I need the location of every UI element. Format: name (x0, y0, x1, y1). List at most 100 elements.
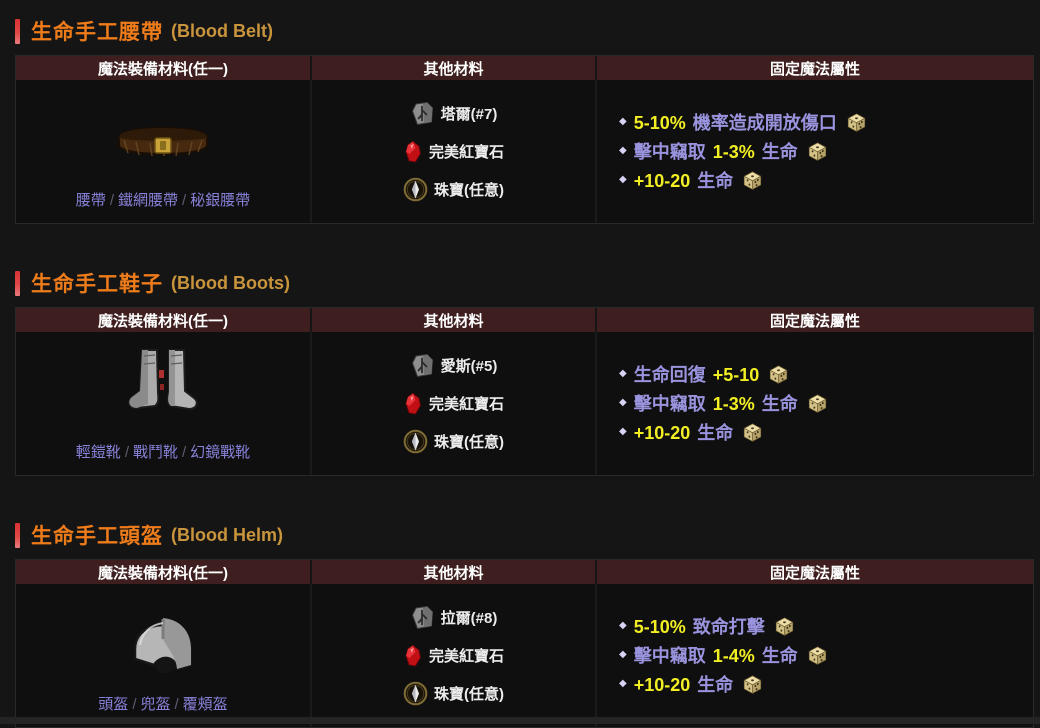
table-body-row: 腰帶 / 鐵網腰帶 / 秘銀腰帶 塔爾(#7) 完美紅寶石 珠寶(任意) ◆ 5-10% 機率造… (16, 80, 1033, 223)
material-row: 珠寶(任意) (403, 177, 504, 202)
property-segment: 擊中竊取 (633, 645, 706, 666)
materials-list: 拉爾(#8) 完美紅寶石 珠寶(任意) (310, 584, 595, 727)
base-item-links: 腰帶 / 鐵網腰帶 / 秘銀腰帶 (76, 189, 250, 210)
section-header: 生命手工頭盔 (Blood Helm) (15, 520, 1040, 550)
helm-image (133, 617, 193, 673)
recipe-table: 魔法裝備材料(任一) 其他材料 固定魔法屬性 腰帶 / 鐵網腰帶 / 秘銀腰帶 塔爾(#… (15, 55, 1034, 224)
section-title: 生命手工頭盔 (31, 525, 163, 548)
ruby-icon (405, 644, 422, 667)
property-row: ◆ +10-20 生命 (619, 420, 827, 446)
property-segment: 機率造成開放傷口 (692, 112, 837, 133)
base-item-link[interactable]: 幻鏡戰靴 (190, 444, 251, 461)
separator: / (124, 444, 129, 461)
boots-image (128, 348, 198, 410)
properties-list: ◆ 生命回復 +5-10 ◆ 擊中竊取 1-3% 生命 ◆ +10-20 生命 (597, 362, 827, 446)
table-header-row: 魔法裝備材料(任一) 其他材料 固定魔法屬性 (16, 308, 1033, 332)
base-item-links: 輕鎧靴 / 戰鬥靴 / 幻鏡戰靴 (76, 441, 250, 462)
column-header-magic-materials: 魔法裝備材料(任一) (98, 60, 228, 78)
affixes-cell: ◆ 5-10% 致命打擊 ◆ 擊中竊取 1-4% 生命 ◆ +10-20 生命 (595, 584, 1033, 727)
section-header: 生命手工鞋子 (Blood Boots) (15, 268, 1040, 298)
base-item-link[interactable]: 鐵網腰帶 (117, 192, 178, 209)
rune-icon (411, 606, 433, 630)
section-title: 生命手工腰帶 (31, 21, 163, 44)
material-label: 完美紅寶石 (428, 396, 504, 413)
property-segment: 生命 (761, 645, 798, 666)
base-item-link[interactable]: 頭盔 (98, 696, 129, 713)
materials-list: 塔爾(#7) 完美紅寶石 珠寶(任意) (310, 80, 595, 223)
diamond-bullet-icon: ◆ (619, 396, 627, 408)
ruby-icon (405, 392, 422, 415)
property-row: ◆ 5-10% 機率造成開放傷口 (619, 110, 866, 136)
material-row: 拉爾(#8) (410, 605, 498, 630)
section-header: 生命手工腰帶 (Blood Belt) (15, 16, 1040, 46)
diamond-bullet-icon: ◆ (619, 144, 627, 156)
base-item-link[interactable]: 腰帶 (75, 192, 106, 209)
property-row: ◆ 擊中竊取 1-3% 生命 (619, 391, 827, 417)
rune-icon (411, 354, 433, 378)
property-segment: 1-3% (712, 141, 755, 162)
material-row: 珠寶(任意) (403, 429, 504, 454)
property-segment: +10-20 (633, 422, 691, 443)
section-accent-bar (15, 270, 20, 296)
column-header-other-materials: 其他材料 (310, 560, 595, 584)
dice-icon (743, 423, 762, 442)
material-label: 珠寶(任意) (434, 433, 504, 451)
material-label: 愛斯(#5) (440, 358, 498, 376)
property-segment: 1-4% (712, 645, 755, 666)
separator: / (182, 444, 187, 461)
material-label: 珠寶(任意) (434, 685, 504, 703)
property-row: ◆ 5-10% 致命打擊 (619, 614, 827, 640)
property-segment: 5-10% (633, 616, 686, 637)
property-segment: 擊中竊取 (633, 393, 706, 414)
diamond-bullet-icon: ◆ (619, 367, 627, 379)
magic-base-cell: 輕鎧靴 / 戰鬥靴 / 幻鏡戰靴 (16, 332, 310, 475)
column-header-fixed-affixes: 固定魔法屬性 (595, 308, 1033, 332)
ruby-icon (405, 140, 422, 163)
base-item-link[interactable]: 輕鎧靴 (75, 444, 121, 461)
material-row: 完美紅寶石 (403, 392, 504, 416)
base-item-link[interactable]: 兜盔 (140, 696, 171, 713)
affixes-cell: ◆ 5-10% 機率造成開放傷口 ◆ 擊中竊取 1-3% 生命 ◆ +10-20 生命 (595, 80, 1033, 223)
jewel-icon (403, 681, 428, 706)
table-body-row: 輕鎧靴 / 戰鬥靴 / 幻鏡戰靴 愛斯(#5) 完美紅寶石 珠寶(任意) ◆ 生命回復 +5-1… (16, 332, 1033, 475)
diamond-bullet-icon: ◆ (619, 173, 627, 185)
dice-icon (808, 394, 827, 413)
diamond-bullet-icon: ◆ (619, 619, 627, 631)
rune-icon (411, 102, 433, 126)
jewel-icon (403, 429, 428, 454)
material-label: 珠寶(任意) (434, 181, 504, 199)
property-segment: 擊中竊取 (633, 141, 706, 162)
dice-icon (847, 113, 866, 132)
section-accent-bar (15, 18, 20, 44)
material-label: 完美紅寶石 (428, 144, 504, 161)
diamond-bullet-icon: ◆ (619, 425, 627, 437)
base-item-link[interactable]: 秘銀腰帶 (190, 192, 251, 209)
separator: / (109, 192, 114, 209)
recipe-table: 魔法裝備材料(任一) 其他材料 固定魔法屬性 輕鎧靴 / 戰鬥靴 / 幻鏡戰靴 愛斯(#… (15, 307, 1034, 476)
material-label: 拉爾(#8) (440, 610, 498, 628)
table-header-row: 魔法裝備材料(任一) 其他材料 固定魔法屬性 (16, 560, 1033, 584)
property-segment: +10-20 (633, 674, 691, 695)
base-item-link[interactable]: 戰鬥靴 (132, 444, 178, 461)
magic-base-cell: 腰帶 / 鐵網腰帶 / 秘銀腰帶 (16, 80, 310, 223)
section-title-en: (Blood Belt) (171, 20, 273, 41)
belt-image (118, 126, 208, 156)
section-title-en: (Blood Helm) (171, 524, 283, 545)
recipe-section: 生命手工頭盔 (Blood Helm) 魔法裝備材料(任一) 其他材料 固定魔法… (0, 520, 1040, 728)
diamond-bullet-icon: ◆ (619, 677, 627, 689)
material-row: 珠寶(任意) (403, 681, 504, 706)
property-segment: 生命 (697, 422, 734, 443)
base-item-link[interactable]: 覆頰盔 (182, 696, 228, 713)
jewel-icon (403, 177, 428, 202)
column-header-fixed-affixes: 固定魔法屬性 (595, 560, 1033, 584)
property-row: ◆ 生命回復 +5-10 (619, 362, 827, 388)
property-segment: 生命 (697, 170, 734, 191)
section-title-en: (Blood Boots) (171, 272, 290, 293)
diamond-bullet-icon: ◆ (619, 648, 627, 660)
recipe-section: 生命手工腰帶 (Blood Belt) 魔法裝備材料(任一) 其他材料 固定魔法… (0, 16, 1040, 224)
column-header-fixed-affixes: 固定魔法屬性 (595, 56, 1033, 80)
dice-icon (769, 365, 788, 384)
property-segment: 致命打擊 (692, 616, 765, 637)
item-image (102, 80, 224, 189)
